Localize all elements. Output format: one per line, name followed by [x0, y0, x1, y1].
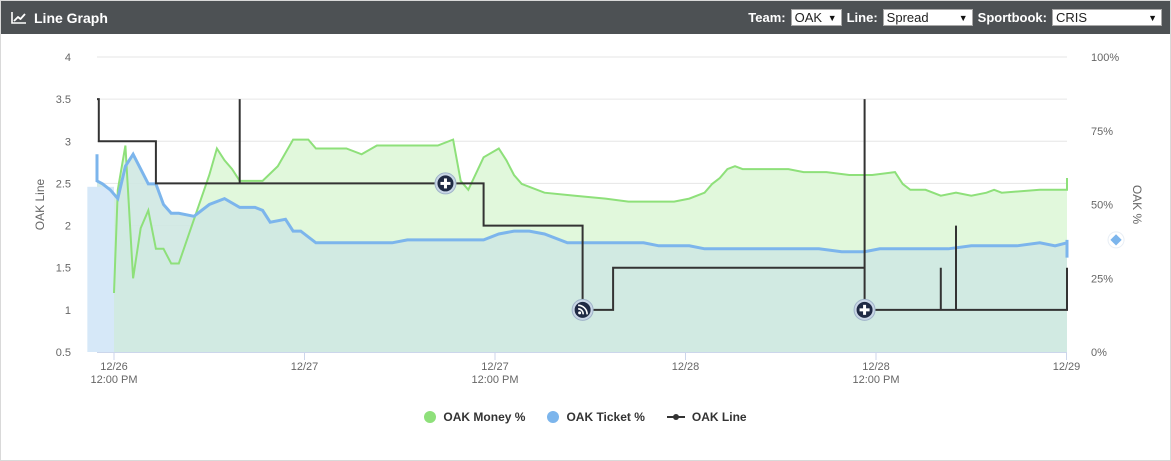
y-axis-title-right: OAK % — [1130, 185, 1144, 225]
y-axis-title-left: OAK Line — [33, 178, 47, 230]
y-tick-label-right: 100% — [1091, 52, 1119, 64]
diamond-marker — [1107, 231, 1125, 249]
panel-title: Line Graph — [34, 9, 108, 26]
y-tick-label-left: 1 — [65, 305, 71, 317]
legend-money-swatch — [424, 411, 437, 423]
plus-marker — [434, 172, 457, 195]
rss-marker — [571, 298, 594, 321]
plus-marker — [853, 298, 876, 321]
legend-ticket-label: OAK Ticket % — [566, 410, 645, 424]
x-tick-label: 12/28 — [672, 361, 700, 373]
plus-icon-vertical — [443, 178, 447, 189]
y-tick-label-right: 0% — [1091, 347, 1107, 359]
y-tick-label-left: 1.5 — [56, 263, 71, 275]
plus-icon-vertical — [863, 304, 867, 315]
chevron-down-icon: ▼ — [958, 12, 968, 23]
y-tick-label-left: 2.5 — [56, 178, 71, 190]
panel-header: Line Graph Team: OAK ▼ Line: Spread ▼ Sp… — [1, 1, 1170, 34]
x-tick-label: 12/27 — [291, 361, 319, 373]
x-tick-label-time: 12:00 PM — [471, 374, 518, 386]
legend-item-money[interactable]: OAK Money % — [424, 410, 525, 424]
y-tick-label-right: 50% — [1091, 200, 1113, 212]
x-tick-label: 12/29 — [1053, 361, 1081, 373]
rss-icon-arc-outer — [578, 304, 588, 315]
chevron-down-icon: ▼ — [827, 12, 837, 23]
header-title-group: Line Graph — [11, 1, 108, 34]
y-tick-label-left: 3.5 — [56, 94, 71, 106]
team-label: Team: — [748, 10, 786, 25]
x-tick-label: 12/26 — [100, 361, 128, 373]
y-tick-label-left: 3 — [65, 136, 71, 148]
legend-line-label: OAK Line — [691, 410, 747, 424]
chevron-down-icon: ▼ — [1148, 12, 1157, 23]
x-tick-label-time: 12:00 PM — [90, 374, 137, 386]
legend-item-ticket[interactable]: OAK Ticket % — [547, 410, 645, 424]
y-tick-label-right: 25% — [1091, 273, 1113, 285]
legend-line-swatch — [666, 412, 685, 422]
x-tick-label: 12/27 — [481, 361, 509, 373]
chart-legend: OAK Money % OAK Ticket % OAK Line — [1, 407, 1170, 427]
rss-icon — [578, 311, 582, 315]
x-tick-label: 12/28 — [862, 361, 890, 373]
sportbook-label: Sportbook: — [977, 10, 1047, 25]
y-tick-label-left: 4 — [65, 52, 71, 64]
y-tick-label-left: 0.5 — [56, 347, 71, 359]
legend-money-label: OAK Money % — [443, 410, 526, 424]
series-line-ticket — [95, 151, 1069, 258]
x-tick-label-time: 12:00 PM — [852, 374, 899, 386]
marker-core — [574, 301, 591, 318]
y-tick-label-right: 75% — [1091, 126, 1113, 138]
legend-ticket-swatch — [547, 411, 560, 423]
series-line-oak-line — [97, 98, 1068, 311]
line-chart: 4 3.5 3 2.5 2 1.5 1 0.5 100% 75% 50% 25% 0% OAK Line O… — [33, 52, 1144, 386]
legend-item-line[interactable]: OAK Line — [666, 410, 747, 424]
line-select-value: Spread — [886, 10, 929, 25]
rss-icon-arc-inner — [578, 308, 584, 315]
series-area-ticket-early — [87, 186, 114, 352]
team-select[interactable]: OAK ▼ — [790, 9, 842, 26]
line-chart-icon — [11, 12, 26, 24]
sportbook-select[interactable]: CRIS ▼ — [1052, 9, 1162, 26]
sportbook-select-value: CRIS — [1056, 10, 1088, 25]
header-controls: Team: OAK ▼ Line: Spread ▼ Sportbook: CR… — [748, 1, 1162, 34]
line-select[interactable]: Spread ▼ — [882, 9, 973, 26]
team-select-value: OAK — [794, 10, 823, 25]
series-line-money — [113, 138, 1068, 294]
y-tick-label-left: 2 — [65, 221, 71, 233]
diamond-icon — [1110, 234, 1122, 246]
line-label: Line: — [846, 10, 878, 25]
